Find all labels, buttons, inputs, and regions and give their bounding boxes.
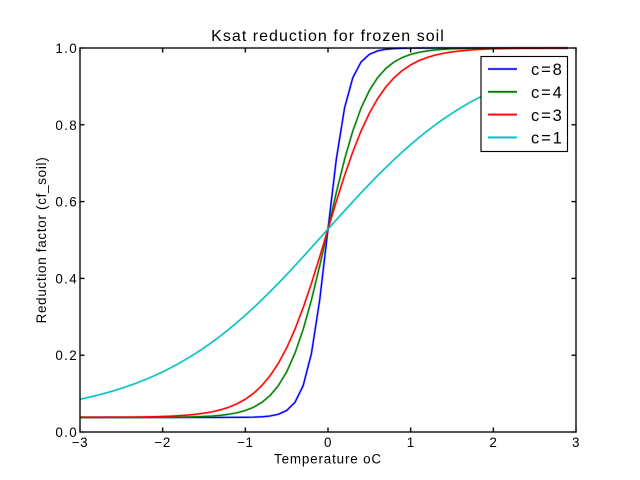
svg-text:0.0: 0.0 [55, 425, 78, 440]
svg-text:Ksat reduction for frozen soil: Ksat reduction for frozen soil [211, 28, 445, 45]
svg-text:1: 1 [407, 435, 415, 450]
svg-text:−3: −3 [72, 435, 88, 450]
svg-text:0.6: 0.6 [55, 195, 78, 210]
svg-text:0.8: 0.8 [55, 118, 78, 133]
svg-text:−1: −1 [237, 435, 253, 450]
svg-text:0: 0 [324, 435, 332, 450]
svg-text:c=3: c=3 [531, 107, 564, 125]
svg-text:0.4: 0.4 [55, 271, 78, 286]
svg-text:2: 2 [489, 435, 497, 450]
svg-text:c=1: c=1 [531, 130, 564, 148]
svg-text:1.0: 1.0 [55, 41, 78, 56]
svg-text:−2: −2 [155, 435, 171, 450]
svg-text:c=4: c=4 [531, 84, 564, 102]
svg-text:Reduction factor (cf_soil): Reduction factor (cf_soil) [34, 157, 49, 324]
svg-text:0.2: 0.2 [55, 348, 78, 363]
svg-text:Temperature oC: Temperature oC [274, 452, 382, 467]
svg-text:c=8: c=8 [531, 61, 564, 79]
svg-text:3: 3 [572, 435, 580, 450]
